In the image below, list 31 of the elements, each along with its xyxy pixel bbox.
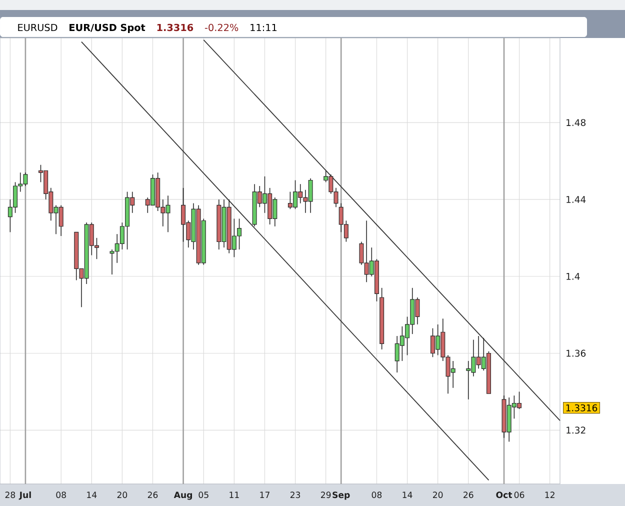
x-tick-label: 06 [514,492,524,498]
x-tick-label: 12 [545,492,554,498]
x-tick-label: 11 [230,492,239,498]
x-tick-label: 20 [433,492,443,498]
x-tick-label: Aug [174,492,192,500]
x-tick-label: 28 [5,492,16,498]
chart-subtitle: EURUSD [18,24,58,32]
y-tick-label: 1.4 [566,272,580,280]
text: -0.22% [204,24,238,32]
x-tick-label: Oct [496,492,512,498]
x-tick-label: Sep [332,492,350,500]
y-tick-label: 1.36 [566,350,586,357]
y-tick-label: 1.32 [566,426,586,434]
x-tick-label: 14 [402,492,412,498]
text: 1.3316 [566,404,598,412]
x-tick-label: 14 [87,492,97,498]
x-tick-label: 17 [260,492,270,498]
chart-title: EUR/USD Spot [70,24,146,34]
x-tick-label: 26 [148,492,158,498]
x-tick-label: 08 [56,492,66,498]
text: 11:11 [250,24,277,31]
y-tick-label: 1.48 [566,119,586,126]
y-tick-label: 1.44 [566,196,586,203]
x-tick-label: 20 [117,492,128,498]
text: 1.3316 [157,24,194,32]
x-tick-label: 26 [464,492,474,498]
x-tick-label: 23 [290,492,300,498]
x-tick-label: Jul [18,491,31,500]
x-tick-label: 05 [198,492,208,498]
x-tick-label: 29 [321,492,331,498]
x-tick-label: 08 [372,492,382,498]
